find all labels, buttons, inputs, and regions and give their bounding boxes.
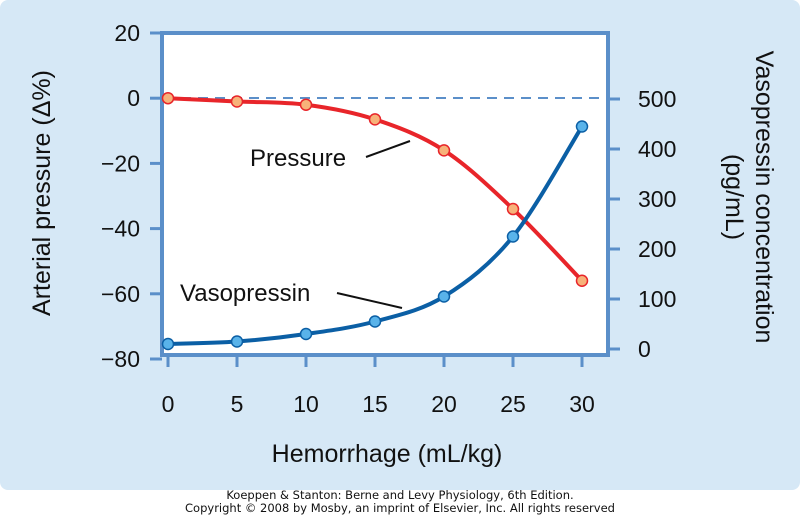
pressure-point [437,144,451,157]
vasopressin-point [230,335,244,348]
vasopressin-series-label: Vasopressin [180,280,310,307]
left-tick-label: −60 [101,281,140,307]
vasopressin-point [161,337,175,351]
pressure-point [230,95,244,108]
right-tick-label: 500 [638,86,676,112]
right-tick-label: 100 [638,286,676,312]
x-tick-label: 5 [231,391,244,417]
x-tick-label: 25 [500,391,526,417]
x-tick-label: 15 [362,391,388,417]
left-tick-label: −80 [101,346,140,372]
credit-line-2: Copyright © 2008 by Mosby, an imprint of… [185,501,615,515]
right-tick-label: 0 [638,336,651,362]
x-tick-label: 0 [162,391,175,417]
right-axis-title-line2: (pg/mL) [720,154,748,240]
vasopressin-point [299,327,313,341]
vasopressin-point [437,290,451,303]
pressure-point [575,274,589,288]
credit-line-1: Koeppen & Stanton: Berne and Levy Physio… [226,488,573,502]
series-layer [161,91,589,351]
x-tick-label: 10 [293,391,319,417]
pressure-point [368,113,382,126]
left-tick-label: 20 [114,20,140,46]
x-tick-label: 30 [569,391,595,417]
left-tick-label: −40 [101,216,140,242]
left-axis-ticks: 20 0 −20 −40 −60 −80 [101,20,162,372]
right-tick-label: 200 [638,236,676,262]
pressure-series-label: Pressure [250,145,346,172]
left-axis-title: Arterial pressure (Δ%) [28,70,56,316]
vasopressin-point [575,120,589,133]
vasopressin-label-leader [336,292,403,309]
left-tick-label: −20 [101,150,140,176]
pressure-point [299,98,313,111]
x-tick-label: 20 [431,391,457,417]
vasopressin-point [368,315,382,328]
right-axis-title-line1: Vasopressin concentration [750,51,778,344]
pressure-point [161,91,175,105]
plot-area [160,31,610,357]
vasopressin-point [506,230,520,243]
x-axis-ticks: 0 5 10 15 20 25 30 [162,355,595,417]
right-tick-label: 400 [638,136,676,162]
left-tick-label: 0 [127,85,140,111]
right-tick-label: 300 [638,186,676,212]
x-axis-title: Hemorrhage (mL/kg) [272,440,503,468]
pressure-label-leader [365,140,411,158]
pressure-point [506,202,520,216]
right-axis-ticks: 500 400 300 200 100 0 [608,86,676,362]
